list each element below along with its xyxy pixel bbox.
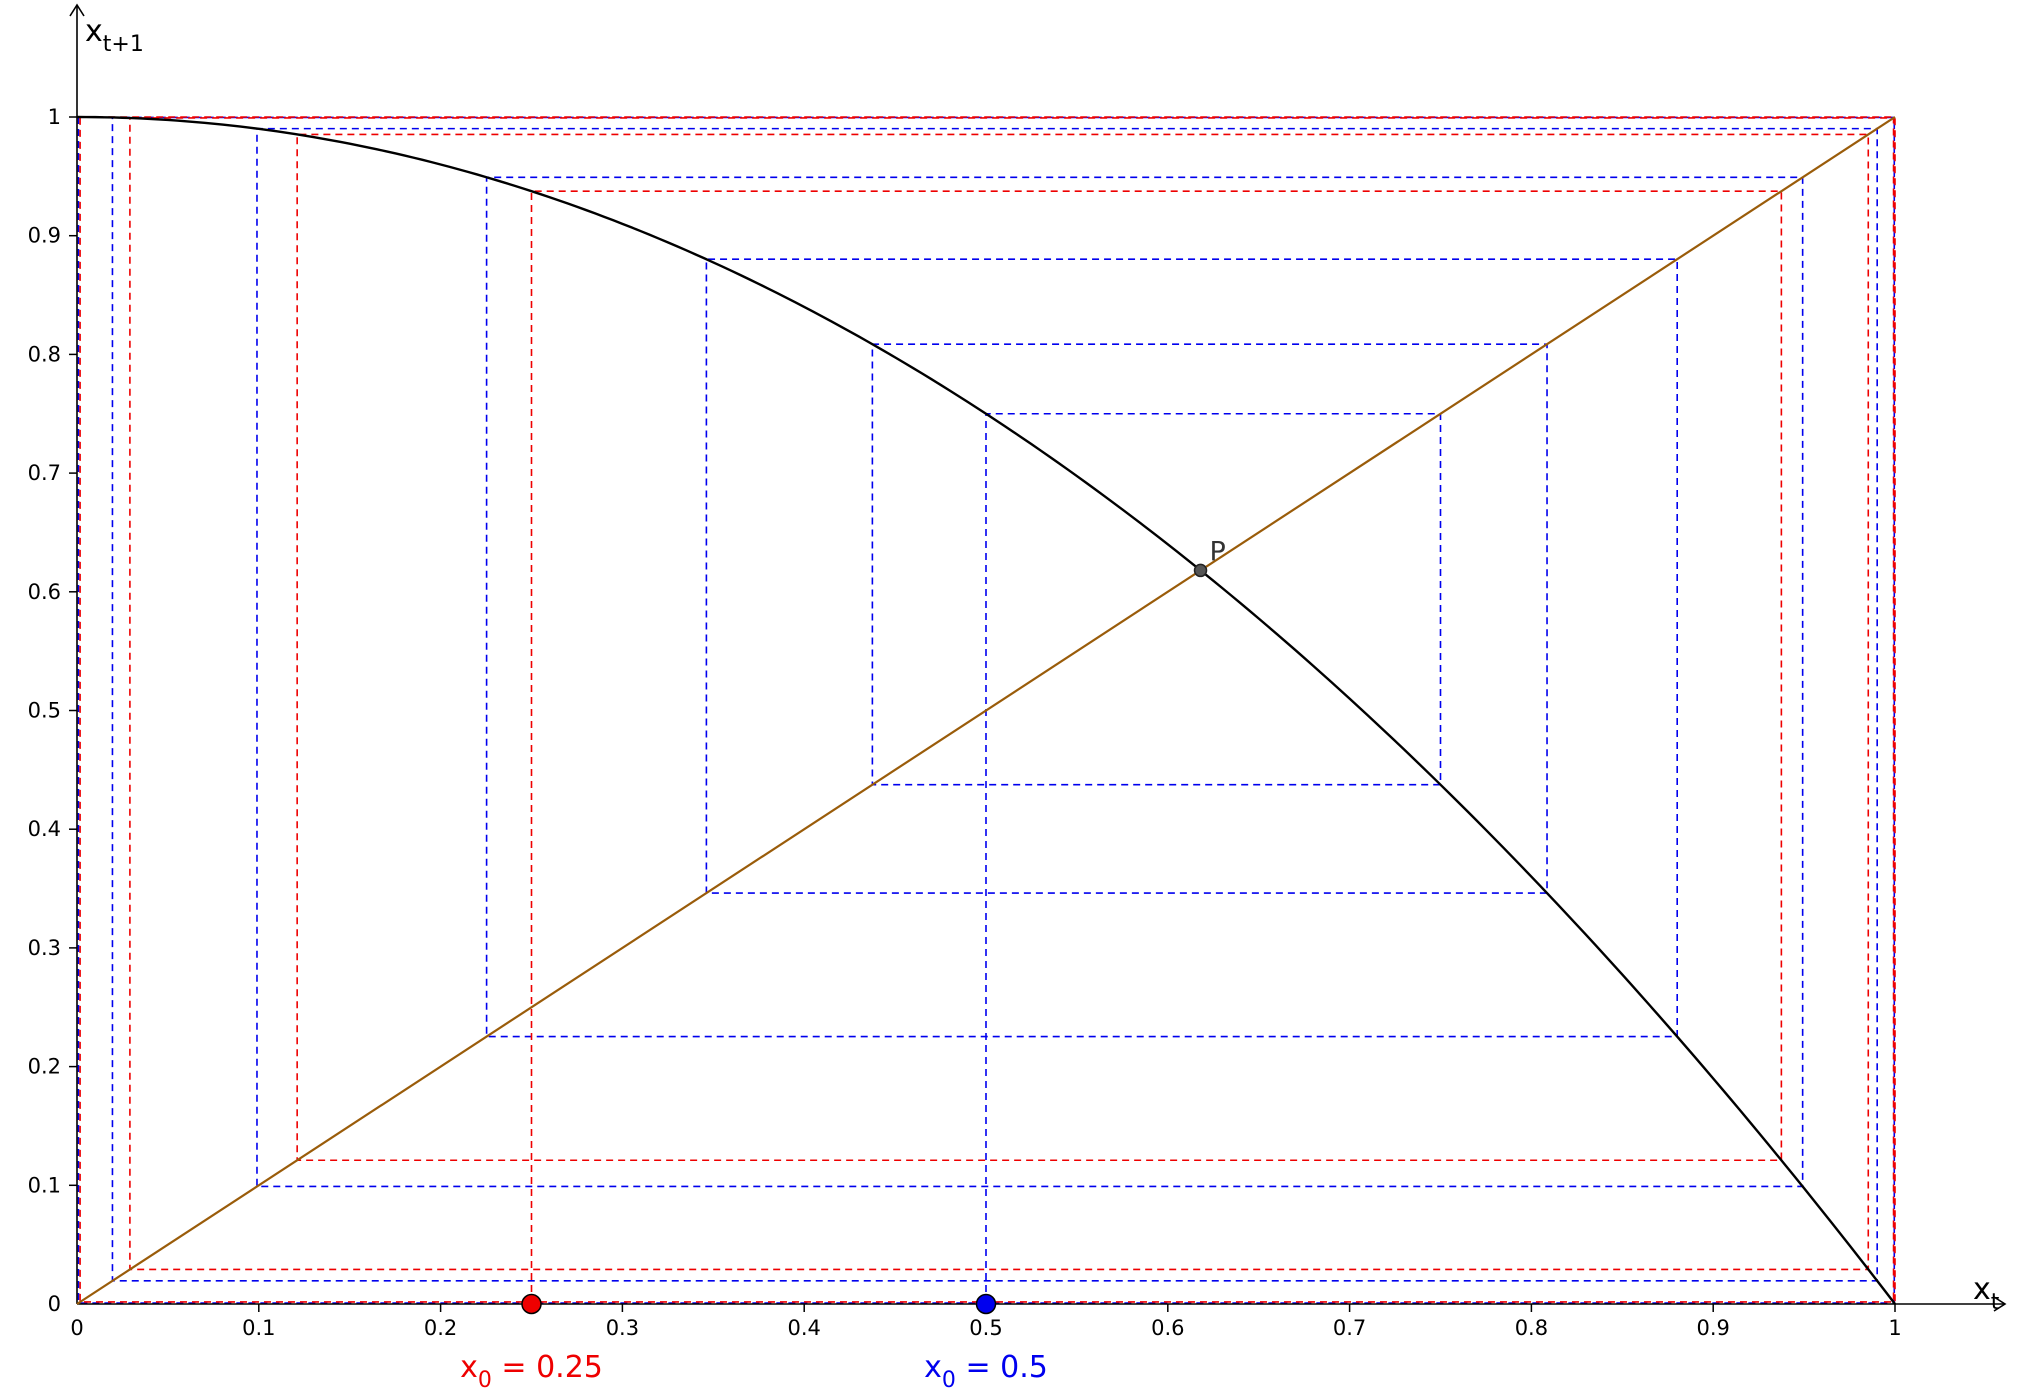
- x-tick-label: 0.7: [1333, 1316, 1366, 1340]
- x-tick-label: 0.4: [787, 1316, 820, 1340]
- y-tick-label: 0.5: [28, 699, 61, 723]
- x-tick-label: 0.2: [424, 1316, 457, 1340]
- x-tick-label: 0.3: [606, 1316, 639, 1340]
- initial-value-label: x0 = 0.25: [460, 1350, 603, 1393]
- fixed-point-label: P: [1210, 536, 1226, 567]
- y-tick-label: 0.3: [28, 936, 61, 960]
- initial-point: [975, 1293, 997, 1315]
- point-layer: [521, 563, 1208, 1315]
- cobweb-path: [77, 116, 1896, 1304]
- diagonal-line: [76, 116, 1896, 1305]
- x-tick-label: 1: [1888, 1316, 1901, 1340]
- y-tick-label: 0: [48, 1292, 61, 1316]
- x-tick-label: 0.8: [1515, 1316, 1548, 1340]
- y-tick-label: 0.1: [28, 1173, 61, 1197]
- x-tick-label: 0.1: [242, 1316, 275, 1340]
- cobweb-layer: [77, 116, 1896, 1304]
- initial-value-label: x0 = 0.5: [924, 1350, 1048, 1393]
- y-tick-label: 0.4: [28, 817, 61, 841]
- initial-point: [521, 1293, 542, 1315]
- y-tick-label: 1: [48, 105, 61, 129]
- x-tick-label: 0: [70, 1316, 83, 1340]
- y-axis-arrow: [69, 3, 85, 17]
- y-tick-label: 0.2: [28, 1055, 61, 1079]
- cobweb-path: [79, 116, 1896, 1304]
- y-tick-label: 0.6: [28, 580, 61, 604]
- label-layer: xt+1 xt Px0 = 0.25 x0 = 0.5: [85, 14, 2000, 1393]
- y-tick-label: 0.9: [28, 224, 61, 248]
- x-tick-label: 0.9: [1696, 1316, 1729, 1340]
- tick-layer: 0 0.1 0.2 0.3 0.4 0.5 0.6 0.7 0.8 0.9 1 0 0.1 0.2 0.3 0…: [28, 105, 1902, 1340]
- x-tick-label: 0.5: [969, 1316, 1002, 1340]
- y-tick-label: 0.7: [28, 461, 61, 485]
- y-tick-label: 0.8: [28, 342, 61, 366]
- y-axis-label: xt+1: [85, 14, 144, 57]
- x-tick-label: 0.6: [1151, 1316, 1184, 1340]
- map-curve: [76, 115, 1896, 1305]
- axes: [69, 3, 2007, 1312]
- fixed-point: [1193, 563, 1208, 578]
- x-axis-label: xt: [1973, 1272, 2000, 1315]
- x-axis-arrow: [1993, 1296, 2007, 1312]
- curve-layer: [76, 115, 1896, 1305]
